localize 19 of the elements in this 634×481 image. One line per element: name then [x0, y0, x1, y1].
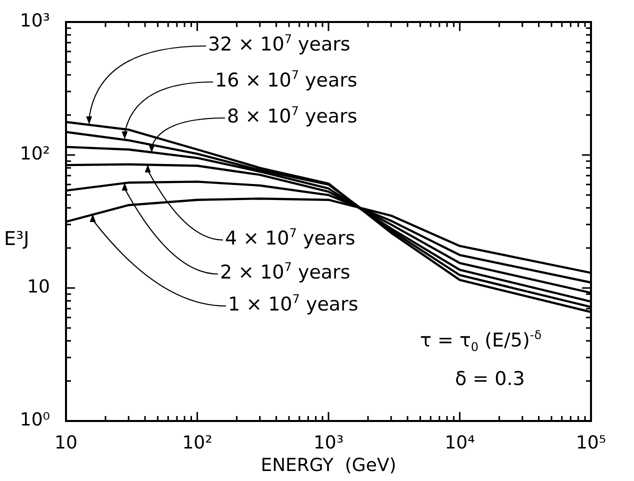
- x-tick-label: 10³: [313, 432, 344, 454]
- annotation: 1 × 10$^{7}$ years: [228, 292, 358, 316]
- y-tick-label: 10: [27, 276, 50, 298]
- annotation: δ = 0.3: [455, 368, 525, 390]
- x-tick-label: 10⁵: [576, 432, 606, 454]
- y-axis-title: E³J: [4, 228, 30, 250]
- annotation: 8 × 10$^{7}$ years: [227, 104, 358, 128]
- x-axis-title: ENERGY (GeV): [260, 454, 396, 476]
- annotation: 2 × 10$^{7}$ years: [220, 260, 350, 284]
- x-tick-label: 10: [54, 432, 78, 454]
- annotation: τ = τ$_{0}$ (E/5)$^{-δ}$: [420, 328, 542, 354]
- x-tick-label: 10²: [182, 432, 212, 454]
- annotation: 32 × 10$^{7}$ years: [208, 32, 350, 56]
- y-tick-label: 10³: [20, 10, 50, 32]
- annotation: 4 × 10$^{7}$ years: [225, 226, 356, 250]
- y-tick-label: 10²: [20, 144, 50, 165]
- x-tick-label: 10⁴: [444, 432, 475, 454]
- annotation: 16 × 10$^{7}$ years: [215, 68, 358, 92]
- y-tick-label: 10⁰: [20, 410, 50, 431]
